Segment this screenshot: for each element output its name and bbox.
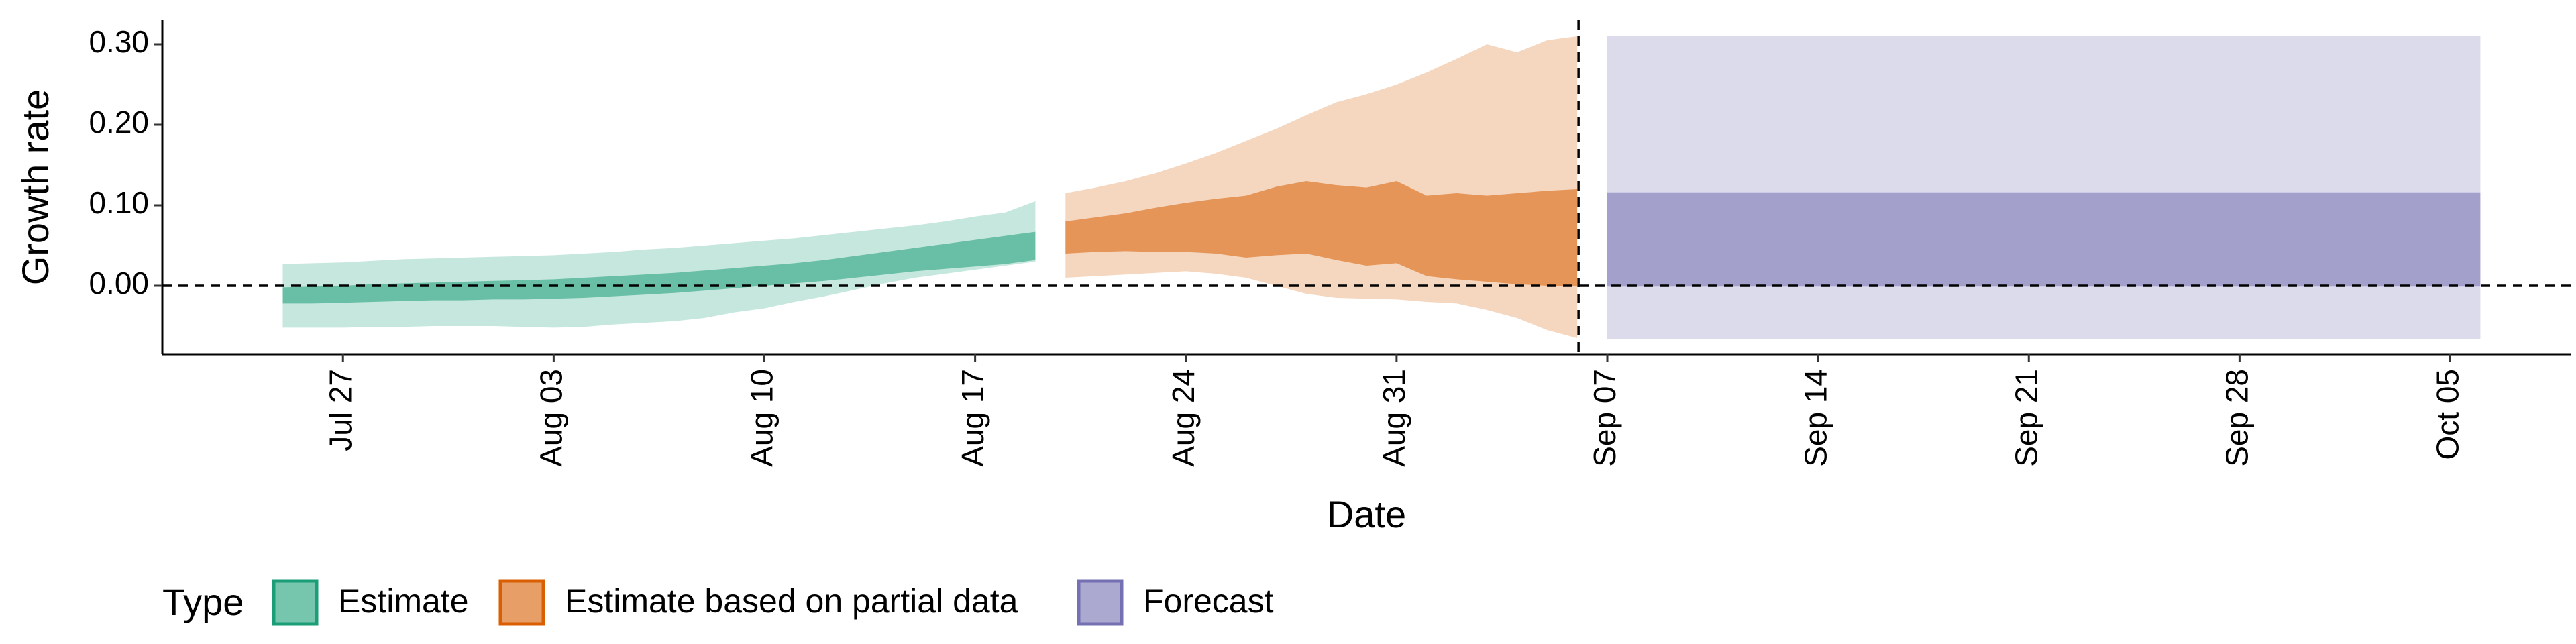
- forecast-legend-key: [1077, 579, 1124, 626]
- axes: [161, 20, 2571, 356]
- y-tick-label: 0.20: [89, 105, 149, 140]
- legend-title: Type: [162, 581, 244, 623]
- y-axis-title: Growth rate: [14, 89, 56, 286]
- forecast-outer-band: [1607, 36, 2481, 339]
- x-tick-label: Sep 14: [1798, 369, 1833, 467]
- x-tick-label: Sep 07: [1587, 369, 1622, 467]
- estimate-legend-label: Estimate: [338, 582, 469, 620]
- x-tick-label: Aug 17: [955, 369, 990, 467]
- estimate-based-on-partial-data-legend-label: Estimate based on partial data: [565, 582, 1018, 620]
- x-tick-label: Aug 03: [534, 369, 569, 467]
- estimate-legend-key: [272, 579, 319, 626]
- x-tick-label: Oct 05: [2430, 369, 2465, 460]
- x-tick-label: Jul 27: [323, 369, 358, 451]
- y-tick-label: 0.00: [89, 266, 149, 301]
- forecast-inner-band: [1607, 192, 2481, 287]
- x-axis-title: Date: [1327, 493, 1406, 535]
- ticks: 0.00 0.10 0.20 0.30 Jul 27 Aug 03 Aug 10 Aug 17…: [89, 24, 2465, 467]
- legend: Type Estimate Estimate based on partial d…: [162, 579, 1274, 626]
- y-tick-label: 0.30: [89, 24, 149, 59]
- x-tick-label: Sep 21: [2008, 369, 2043, 467]
- y-tick-label: 0.10: [89, 185, 149, 220]
- x-tick-label: Aug 31: [1377, 369, 1411, 467]
- forecast-legend-label: Forecast: [1143, 582, 1274, 620]
- bands-layer: [282, 36, 2481, 339]
- x-tick-label: Aug 24: [1166, 369, 1201, 467]
- reference-lines: [162, 20, 2571, 354]
- estimate-based-on-partial-data-inner-band: [1065, 181, 1578, 286]
- estimate-based-on-partial-data-legend-key: [498, 579, 545, 626]
- x-tick-label: Sep 28: [2220, 369, 2255, 467]
- x-tick-label: Aug 10: [745, 369, 780, 467]
